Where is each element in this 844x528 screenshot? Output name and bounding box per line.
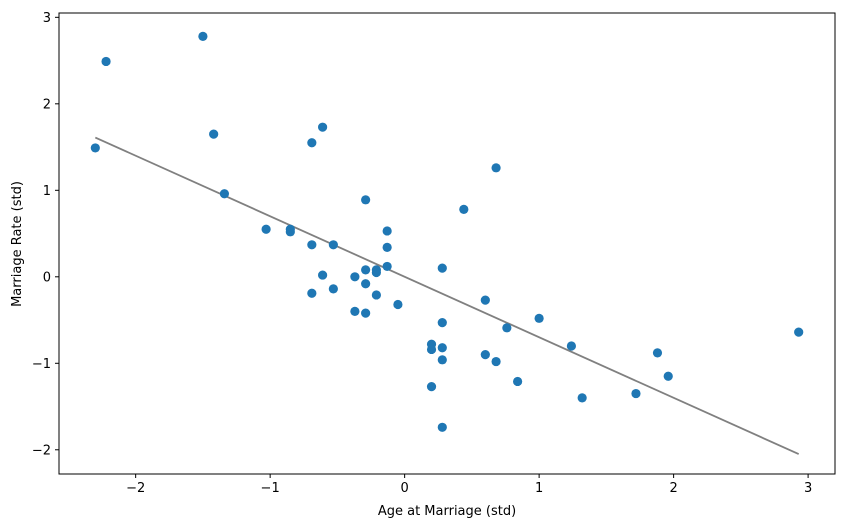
y-tick-label-5: 3 bbox=[43, 11, 51, 26]
scatter-point-14 bbox=[328, 284, 338, 294]
plot-frame bbox=[58, 12, 836, 475]
scatter-point-23 bbox=[371, 290, 381, 300]
scatter-point-25 bbox=[382, 242, 392, 252]
scatter-point-11 bbox=[318, 122, 328, 132]
scatter-point-5 bbox=[261, 224, 271, 234]
scatter-point-22 bbox=[371, 267, 381, 278]
y-tick-label-3: 1 bbox=[43, 184, 51, 199]
scatter-point-26 bbox=[382, 261, 392, 272]
scatter-point-38 bbox=[480, 350, 490, 360]
scatter-point-4 bbox=[219, 189, 230, 199]
scatter-point-48 bbox=[663, 371, 673, 381]
scatter-point-40 bbox=[491, 356, 501, 367]
x-tick-label-1: −1 bbox=[261, 481, 280, 496]
x-tick-label-2: 0 bbox=[400, 481, 408, 496]
scatter-point-42 bbox=[513, 376, 523, 387]
scatter-point-30 bbox=[426, 382, 437, 392]
scatter-point-34 bbox=[437, 355, 447, 365]
scatter-point-0 bbox=[90, 143, 100, 153]
scatter-point-19 bbox=[361, 279, 371, 289]
scatter-point-32 bbox=[437, 318, 447, 328]
scatter-point-18 bbox=[361, 265, 371, 275]
scatter-point-37 bbox=[480, 295, 490, 305]
x-axis-ticks: −2 −1 0 1 2 3 bbox=[126, 474, 812, 496]
scatter-point-24 bbox=[382, 226, 392, 236]
scatter-point-10 bbox=[307, 288, 317, 298]
x-tick-label-3: 1 bbox=[535, 481, 543, 496]
scatter-point-35 bbox=[437, 422, 447, 432]
scatter-point-44 bbox=[566, 341, 577, 351]
scatter-point-20 bbox=[361, 308, 371, 318]
scatter-point-15 bbox=[350, 272, 360, 282]
x-tick-label-0: −2 bbox=[126, 481, 145, 496]
scatter-point-16 bbox=[350, 306, 360, 316]
scatter-points-layer bbox=[90, 31, 804, 432]
scatter-point-29 bbox=[426, 344, 437, 355]
y-tick-label-2: 0 bbox=[43, 270, 51, 285]
scatter-point-12 bbox=[318, 270, 328, 280]
scatter-point-17 bbox=[361, 195, 371, 205]
scatter-point-3 bbox=[209, 129, 219, 139]
scatter-point-7 bbox=[285, 227, 295, 237]
y-axis-ticks: −2 −1 0 1 2 3 bbox=[32, 11, 59, 458]
y-tick-label-1: −1 bbox=[32, 357, 51, 372]
scatter-point-45 bbox=[577, 393, 587, 403]
y-axis-label: Marriage Rate (std) bbox=[10, 181, 25, 307]
scatter-point-36 bbox=[459, 204, 469, 214]
y-tick-label-4: 2 bbox=[43, 97, 51, 112]
scatter-point-47 bbox=[652, 348, 663, 358]
scatter-point-46 bbox=[631, 388, 641, 399]
scatter-point-8 bbox=[307, 138, 317, 148]
scatter-point-2 bbox=[198, 31, 208, 41]
scatter-point-27 bbox=[393, 299, 403, 310]
scatter-point-49 bbox=[794, 327, 804, 337]
regression-line bbox=[94, 136, 800, 455]
x-tick-label-4: 2 bbox=[669, 481, 677, 496]
scatter-point-9 bbox=[307, 240, 317, 250]
x-tick-label-5: 3 bbox=[804, 481, 812, 496]
x-axis-label: Age at Marriage (std) bbox=[378, 504, 516, 519]
plot-background bbox=[59, 13, 835, 474]
scatter-point-41 bbox=[502, 323, 512, 333]
y-tick-label-0: −2 bbox=[32, 443, 51, 458]
scatter-point-43 bbox=[534, 313, 544, 323]
regression-line-layer bbox=[94, 136, 800, 455]
scatter-point-31 bbox=[437, 263, 447, 273]
scatter-point-39 bbox=[491, 163, 501, 173]
scatter-point-1 bbox=[101, 56, 111, 67]
scatter-point-33 bbox=[437, 343, 447, 353]
scatter-point-13 bbox=[328, 240, 338, 250]
